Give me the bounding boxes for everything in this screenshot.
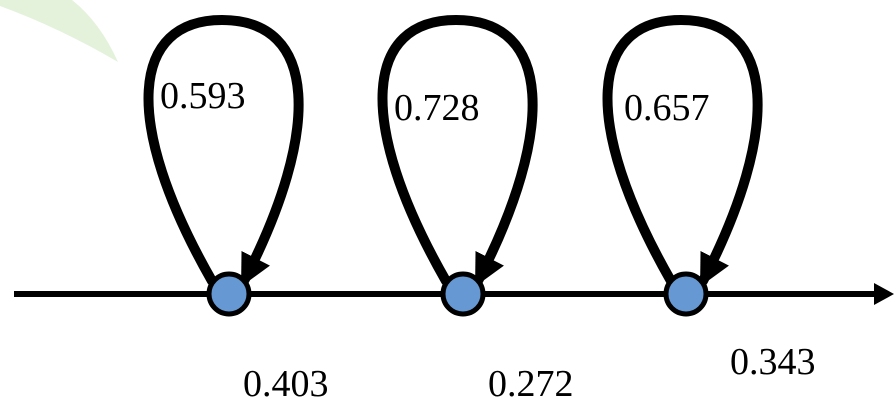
state-node-3 bbox=[663, 271, 709, 317]
transition-label-2: 0.272 bbox=[488, 363, 574, 401]
axis-arrowhead bbox=[874, 283, 894, 305]
transition-label-1: 0.403 bbox=[243, 363, 329, 401]
state-node-1 bbox=[206, 271, 252, 317]
state-node-2 bbox=[440, 271, 486, 317]
self-loop-2 bbox=[377, 14, 538, 287]
self-loop-label-3: 0.657 bbox=[624, 87, 710, 129]
self-loop-label-2: 0.728 bbox=[394, 87, 480, 129]
decorative-shape bbox=[0, 0, 118, 62]
self-loop-3 bbox=[602, 14, 763, 287]
transition-label-3: 0.343 bbox=[730, 341, 816, 383]
self-loop-1 bbox=[143, 14, 304, 287]
self-loop-label-1: 0.593 bbox=[160, 75, 246, 117]
